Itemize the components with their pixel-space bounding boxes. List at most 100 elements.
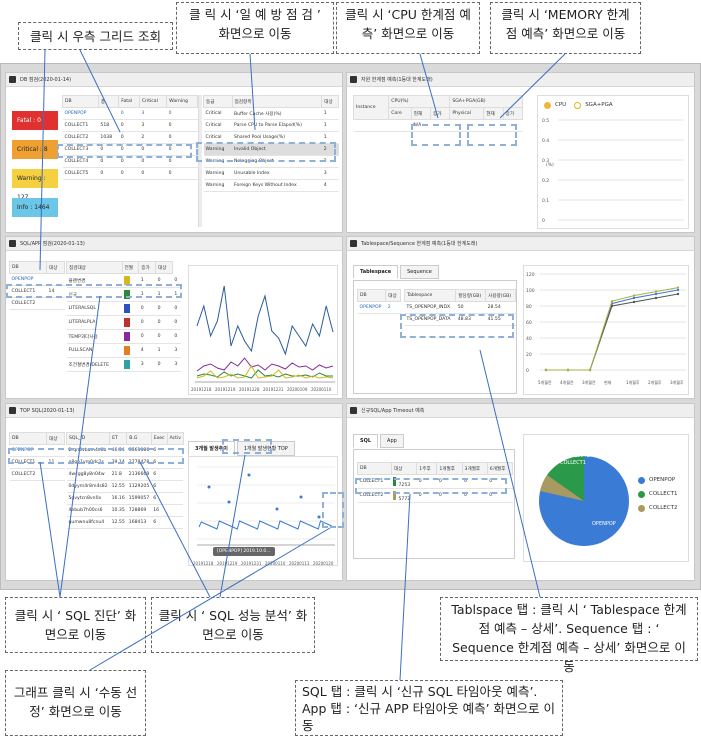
column-header[interactable]: Critical	[138, 95, 168, 108]
column-header[interactable]: 대상	[155, 261, 173, 274]
status-color-bar	[393, 491, 397, 500]
legend-item[interactable]: OPENPOP	[638, 473, 677, 487]
item-color-cell	[122, 315, 139, 330]
column-header[interactable]: 점검대상	[66, 261, 123, 274]
table-cell: 0dyym4r8m4s82	[66, 480, 110, 493]
summary-badge[interactable]: Warning : 127	[12, 169, 58, 201]
column-header[interactable]: B.G	[126, 432, 152, 445]
legend-memory[interactable]: SGA+PGA	[574, 98, 613, 112]
table-row[interactable]: COLLECT2	[9, 468, 65, 481]
table-row[interactable]: OPENPOP	[9, 444, 65, 457]
table-row[interactable]: 조건절변경(DELETE 3 0 3	[66, 357, 181, 372]
column-header[interactable]: Core	[388, 107, 412, 120]
legend-cpu[interactable]: CPU	[544, 98, 566, 112]
column-header[interactable]: 6개월후	[486, 462, 514, 475]
table-row[interactable]: Warning Invalid Object 2	[203, 143, 339, 156]
table-cell: 46.54	[109, 444, 127, 457]
table-row[interactable]: TEMP과다사용 0 0 0	[66, 329, 181, 344]
table-row[interactable]: COLLECT5 0 0 0 0	[62, 167, 198, 180]
table-row[interactable]: OPENPOP 0 3 0	[62, 107, 198, 120]
table-row[interactable]: FULLSCAN 4 1 3	[66, 343, 181, 358]
pie-slice-collect1[interactable]	[547, 455, 584, 501]
summary-badge[interactable]: Critical : 8	[12, 140, 58, 159]
pie-slice-collect2[interactable]	[540, 475, 584, 501]
column-header[interactable]: DB	[356, 289, 387, 302]
column-header[interactable]: Fatal	[118, 95, 140, 108]
table-row[interactable]: OPENPOP 2	[357, 301, 401, 314]
sql-app-trend-chart[interactable]: 20191218 20191219 20191228 20191231 20200109…	[188, 265, 338, 395]
tab-app[interactable]: App	[380, 434, 404, 448]
table-row[interactable]: COLLECT2 1038 0 2 0	[62, 131, 198, 144]
column-header[interactable]: 현재	[483, 107, 504, 120]
timeout-pie-chart[interactable]: COLLECT2 COLLECT1 OPENPOP OPENPOP COLLECT…	[523, 434, 689, 562]
x-tick-label: 20200110	[265, 561, 286, 566]
table-cell: 6	[151, 492, 168, 505]
table-row[interactable]: COLLECT3 0 0 0 0	[62, 143, 198, 156]
callout-sql-diag: 클릭 시 ‘ SQL 진단’ 화면으로 이동	[5, 597, 146, 653]
table-row[interactable]: COLLECT2	[9, 297, 65, 310]
table-row[interactable]: LITERALSQL 0 0 0	[66, 301, 181, 316]
column-header[interactable]: 사용량(GB)	[485, 289, 516, 302]
table-cell: Warning	[203, 143, 233, 156]
column-header[interactable]: DB	[8, 432, 48, 445]
column-header[interactable]: 증가	[429, 107, 451, 120]
tab-sequence[interactable]: Sequence	[400, 265, 439, 279]
column-header[interactable]: 할당량(GB)	[455, 289, 487, 302]
table-row[interactable]: COLLECT1 518 0 3 0	[62, 119, 198, 132]
table-row[interactable]: 5gvytcn8vn0x 16.16 1599057 6	[66, 492, 184, 505]
column-header[interactable]: 점검항목	[231, 95, 323, 108]
table-row[interactable]: Warning Foreign Keys Without Index 4	[203, 179, 339, 192]
column-header[interactable]: 총	[97, 95, 120, 108]
column-header[interactable]: DB	[62, 95, 99, 108]
summary-badge[interactable]: Info : 1464	[12, 198, 58, 217]
table-row[interactable]: COLLECT4 0 0 0 0	[62, 155, 198, 168]
table-row[interactable]: 0dyym4r8m4s82 12.55 1129205 6	[66, 480, 184, 493]
resource-chart[interactable]: CPU SGA+PGA 0.5 0.4 0.3 0.2 0.1 0 (%)	[537, 95, 689, 229]
column-header[interactable]: 대상	[390, 462, 418, 475]
column-header[interactable]: Warning	[166, 95, 198, 108]
column-header[interactable]: Exec	[150, 432, 168, 445]
item-name: TEMP과다사용	[68, 334, 98, 340]
table-row[interactable]: 4wcgg8y8n04w 21.8 2136669 6	[66, 468, 184, 481]
column-header[interactable]: 대상	[321, 95, 339, 108]
table-cell: gumwnu8fcnu4	[66, 516, 110, 529]
table-row[interactable]: Critical Buffer Cache 사용(%) 1	[203, 107, 339, 120]
column-header[interactable]: 증가	[138, 261, 157, 274]
table-row[interactable]: LITERALPLA 0 0 0	[66, 315, 181, 330]
legend-item[interactable]: COLLECT2	[638, 501, 677, 515]
column-header[interactable]: 증가	[502, 107, 524, 120]
column-header[interactable]: Activ	[166, 432, 184, 445]
column-header[interactable]: DB	[357, 462, 392, 475]
table-cell: 1038	[98, 131, 119, 144]
column-header[interactable]: 1개월후	[436, 462, 463, 475]
column-header[interactable]: 전월	[121, 261, 140, 274]
x-tick-label: 20200109	[287, 387, 308, 392]
tab-sql[interactable]: SQL	[353, 434, 379, 448]
column-header[interactable]: 1주후	[416, 462, 438, 475]
column-header[interactable]: 현재	[410, 107, 432, 120]
column-header[interactable]: 대상	[46, 432, 65, 445]
table-row[interactable]: Warning Unusable Index 3	[203, 167, 339, 180]
table-row[interactable]: TS_OPENPOP_DATA 48.83 41.55	[404, 313, 516, 326]
summary-badge[interactable]: Fatal : 0	[12, 111, 58, 130]
column-header[interactable]: DB	[8, 261, 48, 274]
legend-item[interactable]: COLLECT1	[638, 487, 677, 501]
column-header[interactable]: SQL_ID	[65, 432, 111, 445]
data-point	[632, 300, 636, 304]
table-row[interactable]: 4ebub7h00cs6 10.35 728869 16	[66, 504, 184, 517]
tab-tablespace[interactable]: Tablespace	[353, 265, 399, 279]
table-row[interactable]: TS_OPENPOP_INDX 50 28.54	[404, 301, 516, 314]
table-row[interactable]: Critical Parse CPU to Parse Elapsd(%) 1	[203, 119, 339, 132]
column-header[interactable]: 대상	[385, 289, 401, 302]
tablespace-chart[interactable]: 120 100 80 60 40 20 0 5개월전 4개월전 3개월전 현재 1개월후 2개월후 3개월…	[523, 265, 689, 395]
column-header[interactable]: Physical	[449, 107, 485, 120]
column-header[interactable]: 대상	[46, 261, 65, 274]
column-header[interactable]: 3개월후	[461, 462, 488, 475]
table-row[interactable]: Critical Shared Pool Usage(%) 1	[203, 131, 339, 144]
table-cell: 0	[139, 167, 167, 180]
column-header[interactable]: ET	[109, 432, 128, 445]
top-sql-chart[interactable]: 20191218 20191219 20191231 20200110 20200113…	[188, 456, 338, 566]
table-row[interactable]: gumwnu8fcnu4 12.55 168413 6	[66, 516, 184, 529]
column-header[interactable]: Tablespace	[403, 289, 457, 302]
column-header[interactable]: 등급	[203, 95, 233, 108]
